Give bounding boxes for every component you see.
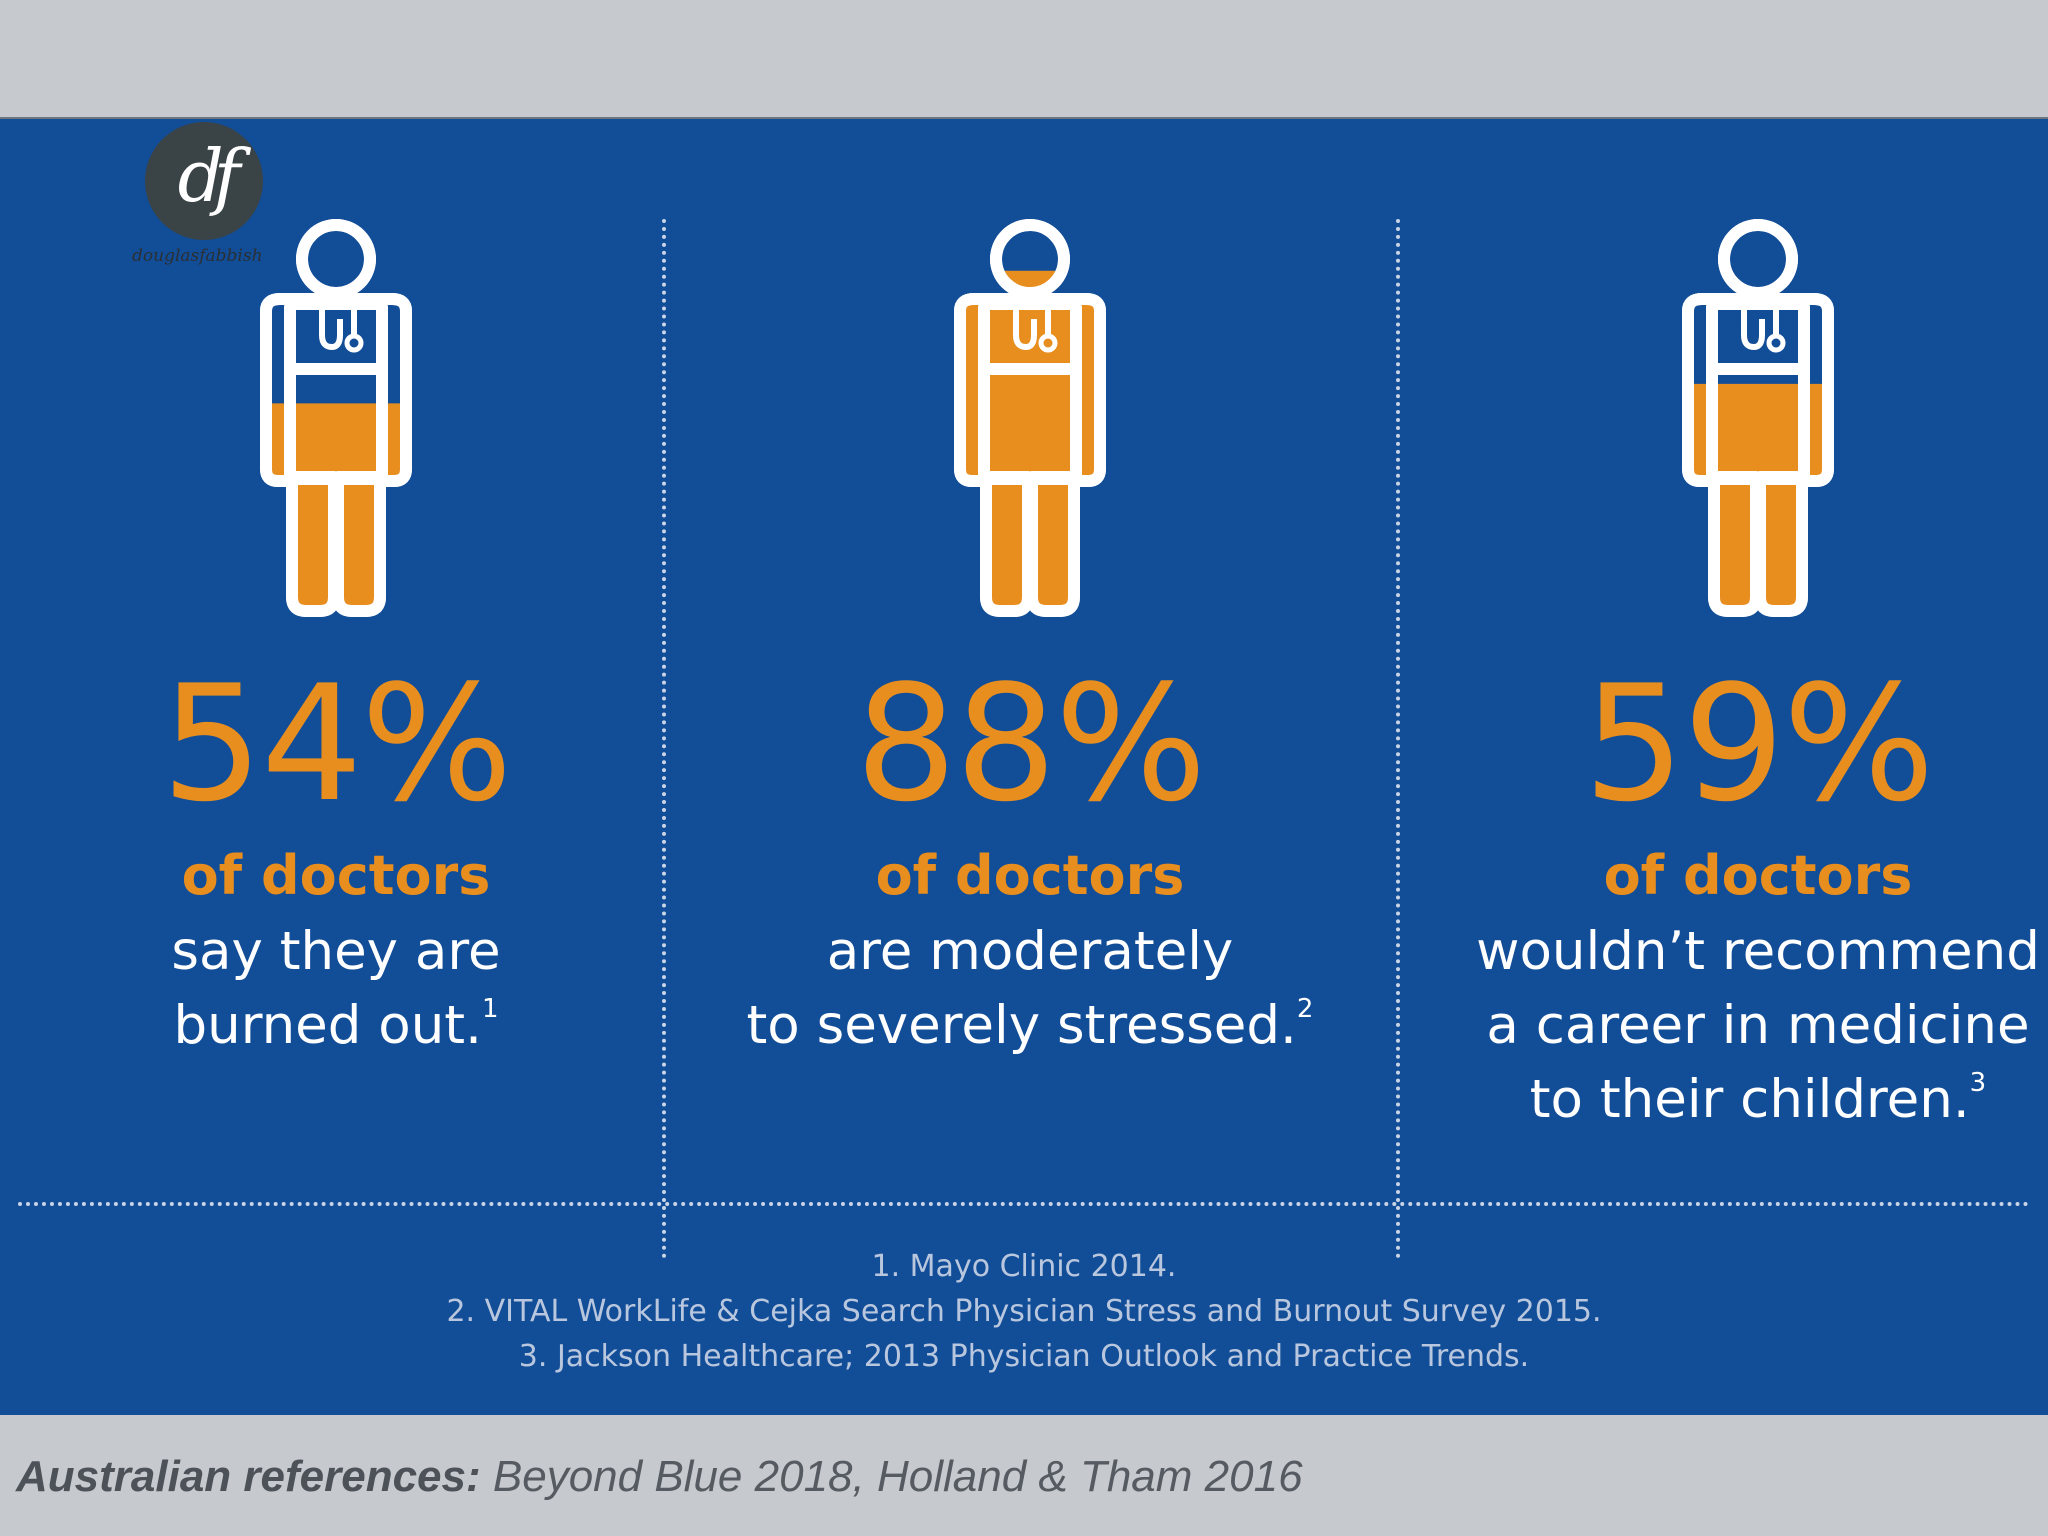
figure-fill-level [1032,477,1074,611]
stat-subtitle: of doctors [1603,844,1913,907]
footer-label: Australian references: [16,1452,481,1501]
figure-fill-level [1712,383,1804,479]
stethoscope-icon [319,301,357,351]
stethoscope-bell-icon [1766,333,1786,353]
column-divider-2 [1396,219,1400,1259]
stat-description: say they are burned out.1 [0,915,676,1063]
stat-subtitle: of doctors [181,844,491,907]
figure-fill-level [986,477,1028,611]
stat-description: wouldn’t recommend a career in medicine … [1418,915,2048,1137]
footnote-ref: 3 [1969,1068,1987,1098]
references-divider [18,1202,2030,1206]
figure-stroke [954,293,1106,487]
footer-references: Australian references: Beyond Blue 2018,… [16,1452,1303,1502]
logo-mark: df [177,134,241,218]
reference-list: 1. Mayo Clinic 2014. 2. VITAL WorkLife &… [0,1244,2048,1379]
infographic-panel: 54% of doctors say they are burned out.1… [0,117,2048,1415]
reference-item: 3. Jackson Healthcare; 2013 Physician Ou… [518,1339,1530,1374]
footer-text: Beyond Blue 2018, Holland & Tham 2016 [480,1452,1303,1501]
stethoscope-icon [1013,301,1051,351]
figure-fill-level [266,403,406,481]
figure-fill-level [1760,477,1802,611]
stat-line-with-ref: to severely stressed.2 [690,989,1370,1063]
figure-fill-level [1714,477,1756,611]
stat-line: wouldn’t recommend [1476,921,2040,982]
figure-fill-level [292,477,334,611]
stethoscope-bell-icon [344,333,364,353]
column-divider-1 [662,219,666,1259]
stat-line-with-ref: to their children.3 [1418,1063,2048,1137]
figure-fill-level [1688,383,1828,481]
figure-stroke [260,293,412,487]
logo-text: douglasfabbish [132,246,263,266]
reference-item: 2. VITAL WorkLife & Cejka Search Physici… [446,1294,1602,1329]
stethoscope-icon [1741,301,1779,351]
stat-line: to their children. [1529,1069,1970,1130]
figure-stroke [332,471,386,617]
figure-stroke [1754,471,1808,617]
stethoscope-bell-icon [1038,333,1058,353]
stat-percent: 88% [855,650,1207,837]
footnote-ref: 1 [481,994,499,1024]
figure-fill-level [290,403,382,479]
stat-column-recommend: 59% of doctors wouldn’t recommend a care… [1418,119,2048,1199]
stat-line: a career in medicine [1486,995,2030,1056]
stat-percent: 54% [161,650,513,837]
stat-line-with-ref: burned out.1 [0,989,676,1063]
stat-subtitle: of doctors [875,844,1185,907]
stat-column-burnout: 54% of doctors say they are burned out.1 [0,119,676,1199]
reference-item: 1. Mayo Clinic 2014. [871,1249,1177,1284]
logo: df [145,122,263,240]
figure-stroke [1682,293,1834,487]
figure-stroke [1026,471,1080,617]
doctor-figure-icon [1682,219,1834,617]
stat-line: say they are [171,921,501,982]
doctor-figure-icon [260,219,412,617]
stat-line: burned out. [173,995,482,1056]
figure-fill-level [338,477,380,611]
figure-fill-level [984,304,1076,479]
stat-line: to severely stressed. [746,995,1297,1056]
stat-percent: 59% [1583,650,1935,837]
stat-column-stress: 88% of doctors are moderately to severel… [690,119,1370,1199]
stat-description: are moderately to severely stressed.2 [690,915,1370,1063]
doctor-figure-icon [954,219,1106,617]
stat-line: are moderately [826,921,1234,982]
footnote-ref: 2 [1296,994,1314,1024]
